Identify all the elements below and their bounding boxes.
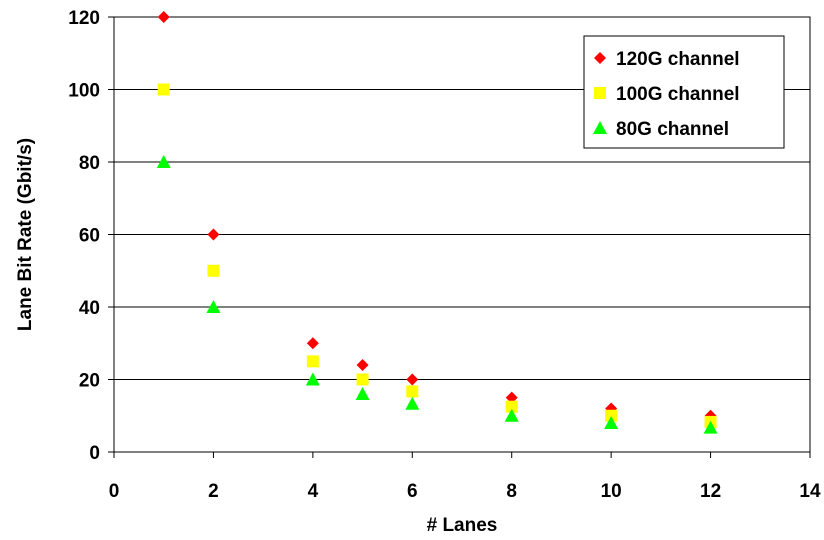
data-point-series-1 <box>306 355 319 368</box>
data-point-series-2 <box>156 155 171 168</box>
data-points <box>156 11 718 434</box>
data-point-series-1 <box>157 83 170 96</box>
data-point-series-2 <box>504 408 519 422</box>
y-tick-label: 120 <box>68 8 100 29</box>
legend-label: 80G channel <box>616 119 729 140</box>
axes <box>108 16 811 458</box>
x-tick-label: 2 <box>208 481 219 502</box>
legend-marker-2 <box>593 121 607 134</box>
data-point-series-2 <box>355 387 370 400</box>
legend-marker-1 <box>594 87 606 99</box>
data-point-series-2 <box>405 396 420 410</box>
y-tick-label: 0 <box>89 443 100 464</box>
x-tick-label: 14 <box>799 481 821 502</box>
data-point-series-0 <box>157 11 170 23</box>
legend-box <box>583 35 785 149</box>
x-axis-title: # Lanes <box>427 515 498 536</box>
y-tick-label: 80 <box>79 153 100 174</box>
data-point-series-1 <box>406 385 419 398</box>
plot-area-border <box>113 16 811 453</box>
y-tick-label: 100 <box>68 81 100 102</box>
data-point-series-1 <box>605 409 618 422</box>
legend: 120G channel 100G channel 80G channel <box>583 35 785 149</box>
x-tick-label: 12 <box>700 481 721 502</box>
x-tick-label: 4 <box>308 481 319 502</box>
data-point-series-1 <box>356 373 369 386</box>
data-point-series-0 <box>406 373 419 386</box>
data-point-series-2 <box>604 416 619 429</box>
legend-label: 120G channel <box>616 49 740 70</box>
legend-marker-0 <box>594 52 606 64</box>
data-point-series-0 <box>306 337 319 350</box>
tick-labels: 0 20 40 60 80 100 120 0 2 4 6 8 10 12 14 <box>68 8 821 502</box>
y-axis-title: Lane Bit Rate (Gbit/s) <box>15 138 36 331</box>
y-tick-label: 60 <box>79 226 100 247</box>
data-point-series-0 <box>505 391 518 404</box>
data-point-series-1 <box>207 264 220 277</box>
legend-label: 100G channel <box>616 84 740 105</box>
x-tick-label: 0 <box>109 481 120 502</box>
data-point-series-1 <box>505 400 518 413</box>
x-tick-label: 8 <box>506 481 517 502</box>
x-tick-label: 10 <box>601 481 622 502</box>
data-point-series-0 <box>356 359 369 371</box>
data-point-series-2 <box>305 372 320 386</box>
data-point-series-2 <box>703 420 718 434</box>
x-tick-label: 6 <box>407 481 418 502</box>
data-point-series-0 <box>207 228 220 241</box>
y-tick-label: 20 <box>79 371 100 392</box>
data-point-series-2 <box>206 300 221 313</box>
y-tick-label: 40 <box>79 298 100 319</box>
